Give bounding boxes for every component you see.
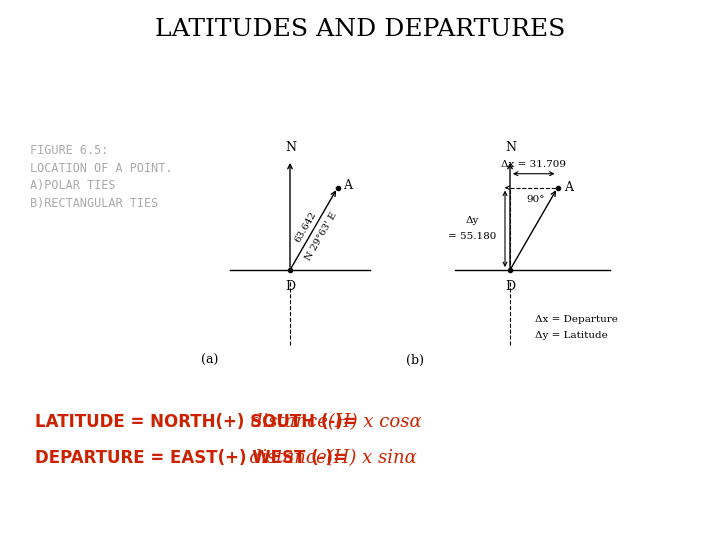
Text: N 29°63' E: N 29°63' E	[305, 211, 339, 262]
Text: A: A	[564, 181, 574, 194]
Text: D: D	[285, 280, 295, 293]
Text: Δx = 31.709: Δx = 31.709	[501, 160, 566, 169]
Text: Δy: Δy	[465, 217, 479, 225]
Text: DEPARTURE = EAST(+) WEST (-)=: DEPARTURE = EAST(+) WEST (-)=	[35, 449, 347, 467]
Text: distance(H) x cosα: distance(H) x cosα	[251, 413, 422, 431]
Text: N: N	[286, 141, 297, 154]
Text: Δy = Latitude: Δy = Latitude	[535, 330, 608, 340]
Text: 90°: 90°	[526, 195, 544, 204]
Text: LATITUDES AND DEPARTURES: LATITUDES AND DEPARTURES	[155, 18, 565, 42]
Text: 63.642: 63.642	[294, 210, 318, 244]
Text: A)POLAR TIES: A)POLAR TIES	[30, 179, 115, 192]
Text: N: N	[505, 141, 516, 154]
Text: D: D	[505, 280, 515, 293]
Text: FIGURE 6.5:: FIGURE 6.5:	[30, 144, 109, 157]
Text: LATITUDE = NORTH(+) SOUTH (-)=: LATITUDE = NORTH(+) SOUTH (-)=	[35, 413, 356, 431]
Text: distance(H) x sinα: distance(H) x sinα	[244, 449, 417, 467]
Text: B)RECTANGULAR TIES: B)RECTANGULAR TIES	[30, 198, 158, 211]
Text: LOCATION OF A POINT.: LOCATION OF A POINT.	[30, 161, 173, 174]
Text: = 55.180: = 55.180	[448, 232, 496, 241]
Text: Δx = Departure: Δx = Departure	[535, 315, 618, 325]
Text: (a): (a)	[202, 354, 219, 367]
Text: (b): (b)	[406, 354, 424, 367]
Text: A: A	[343, 179, 353, 192]
